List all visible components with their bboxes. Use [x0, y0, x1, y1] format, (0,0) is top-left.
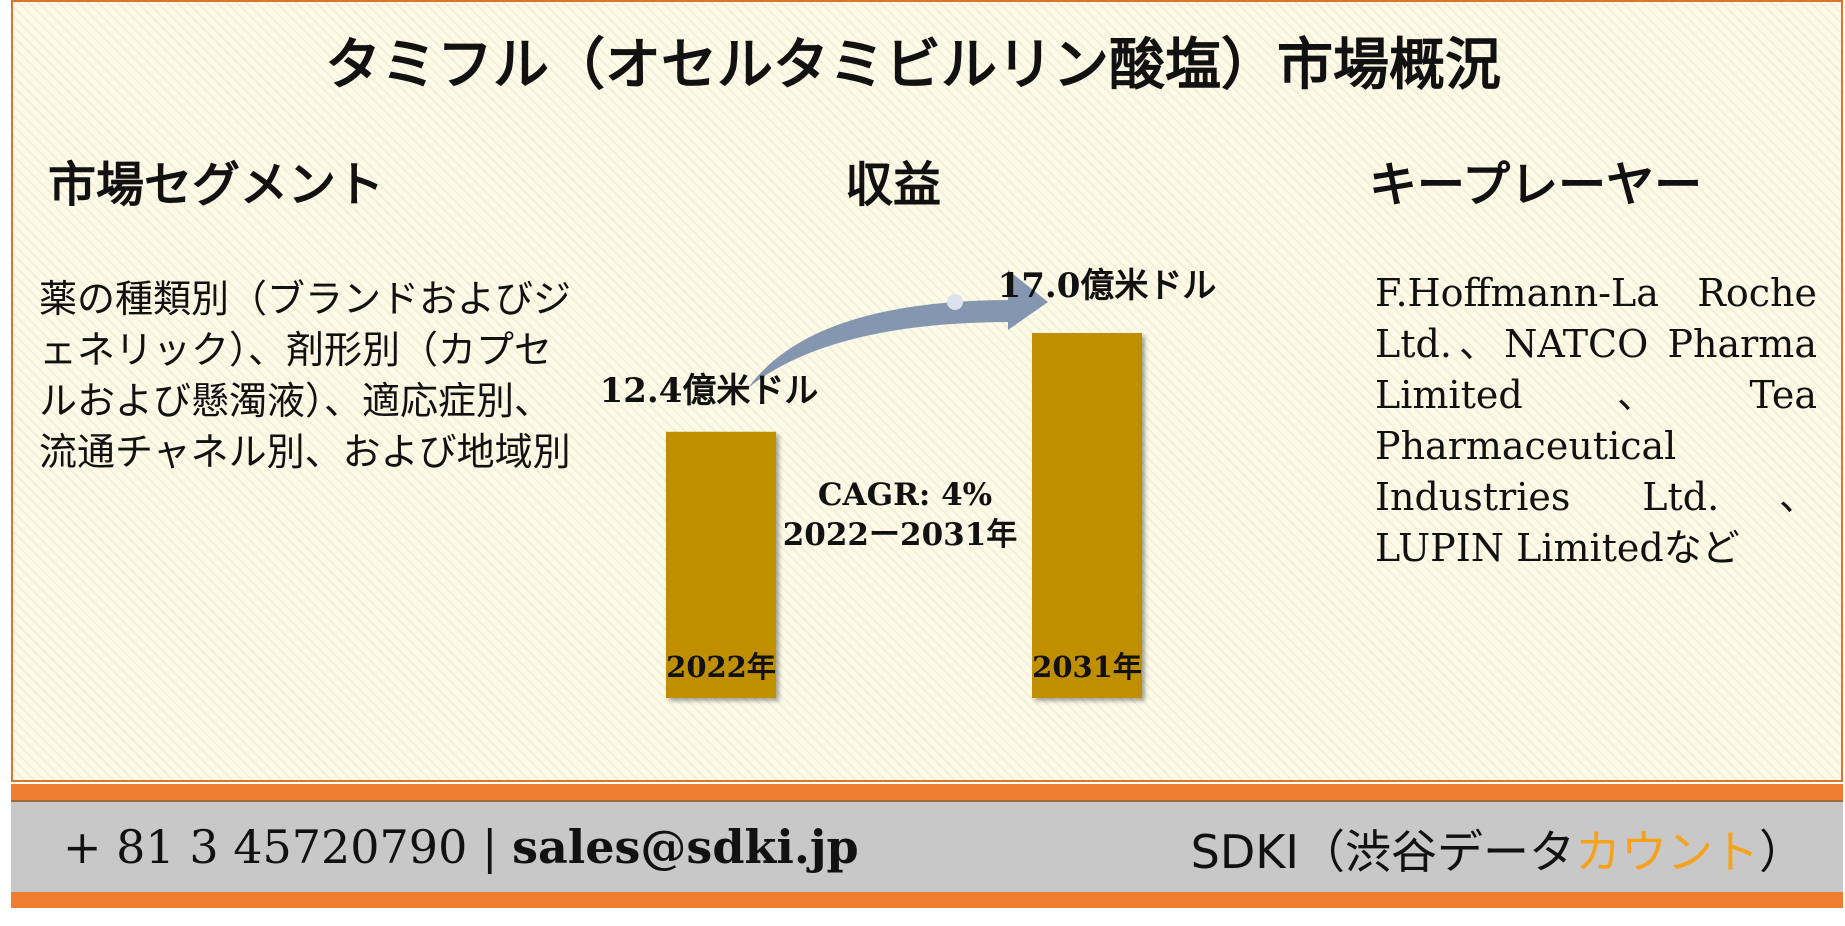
cagr-period-label: 2022ー2031年	[783, 517, 1018, 553]
infographic-panel: タミフル（オセルタミビルリン酸塩）市場概況 市場セグメント 収益 キープレーヤー…	[11, 0, 1843, 782]
footer: + 81 3 45720790 | sales@sdki.jp SDKI（渋谷デ…	[11, 800, 1843, 892]
footer-accent-bar-top	[11, 784, 1843, 800]
key-players-heading: キープレーヤー	[1369, 157, 1703, 213]
market-segments-heading: 市場セグメント	[48, 157, 385, 213]
page-title: タミフル（オセルタミビルリン酸塩）市場概況	[325, 32, 1501, 98]
brand-accent: カウント	[1575, 825, 1759, 879]
category-label: 2022年	[666, 650, 776, 684]
brand-suffix: ）	[1759, 825, 1805, 879]
key-players-text: F.Hoffmann-La Roche Ltd.、NATCO Pharma Li…	[1375, 271, 1817, 570]
brand-name: SDKI（渋谷データカウント）	[1191, 816, 1805, 882]
email-link[interactable]: sales@sdki.jp	[512, 820, 859, 874]
growth-arrow-body	[748, 300, 1012, 388]
category-label: 2031年	[1032, 650, 1142, 684]
market-segments-text: 薬の種類別（ブランドおよびジェネリック）、剤形別（カプセルおよび懸濁液）、適応症…	[39, 277, 572, 474]
revenue-chart: 2022年 2031年 12.4億米ドル 17.0億米ドル CAGR: 4% 2022ー2…	[600, 266, 1217, 698]
revenue-heading: 収益	[845, 157, 942, 213]
separator: |	[481, 820, 498, 874]
arrow-highlight-dot	[947, 294, 963, 310]
bar-2022年	[666, 431, 776, 698]
contact-info: + 81 3 45720790 | sales@sdki.jp	[63, 820, 859, 874]
value-label-2022: 12.4億米ドル	[600, 371, 819, 411]
value-label-2031: 17.0億米ドル	[998, 266, 1217, 306]
brand-prefix: SDKI（渋谷データ	[1190, 825, 1575, 879]
footer-accent-bar-bottom	[11, 892, 1843, 908]
bar-2031年	[1032, 333, 1142, 698]
cagr-label: CAGR: 4%	[818, 477, 992, 513]
growth-arrow-head	[1008, 270, 1048, 330]
phone-number: + 81 3 45720790	[63, 820, 468, 874]
